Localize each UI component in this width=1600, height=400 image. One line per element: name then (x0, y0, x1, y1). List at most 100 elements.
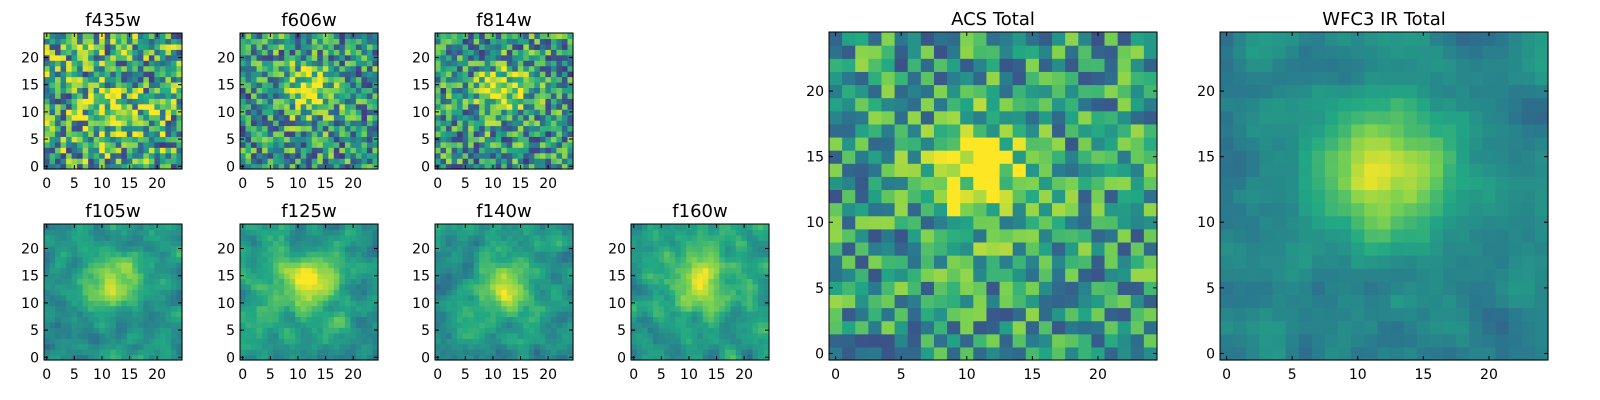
heatmap-cell (154, 136, 161, 143)
heatmap-cell (328, 354, 335, 361)
heatmap-cell (719, 256, 726, 263)
heatmap-cell (763, 321, 770, 328)
heatmap-cell (93, 283, 100, 290)
heatmap-cell (545, 283, 552, 290)
heatmap-cell (176, 332, 183, 339)
heatmap-cell (132, 109, 139, 116)
heatmap-cell (960, 268, 974, 282)
heatmap-cell (333, 240, 340, 247)
heatmap-cell (143, 38, 150, 45)
heatmap-cell (165, 343, 172, 350)
heatmap-cell (545, 311, 552, 318)
heatmap-cell (435, 65, 442, 72)
heatmap-cell (457, 311, 464, 318)
heatmap-cell (60, 125, 67, 132)
heatmap-cell (311, 289, 318, 296)
heatmap-cell (675, 321, 682, 328)
heatmap-cell (350, 332, 357, 339)
heatmap-cell (77, 278, 84, 285)
heatmap-cell (77, 294, 84, 301)
heatmap-cell (143, 321, 150, 328)
heatmap-cell (361, 349, 368, 356)
heatmap-cell (680, 251, 687, 258)
heatmap-cell (556, 43, 563, 50)
heatmap-cell (110, 240, 117, 247)
heatmap-cell (495, 92, 502, 99)
heatmap-cell (251, 98, 258, 105)
heatmap-cell (110, 245, 117, 252)
heatmap-cell (355, 245, 363, 252)
heatmap-cell (960, 150, 974, 164)
heatmap-cell (137, 316, 144, 323)
heatmap-cell (561, 224, 569, 231)
heatmap-cell (60, 316, 67, 323)
heatmap-cell (300, 125, 307, 132)
heatmap-cell (267, 245, 274, 252)
heatmap-cell (306, 245, 313, 252)
heatmap-cell (55, 349, 62, 356)
heatmap-cell (556, 305, 563, 312)
heatmap-cell (484, 283, 491, 290)
heatmap-cell (154, 300, 161, 307)
heatmap-cell (495, 130, 502, 137)
heatmap-cell (350, 327, 357, 334)
heatmap-cell (88, 229, 95, 236)
heatmap-cell (435, 349, 442, 356)
heatmap-cell (256, 316, 263, 323)
heatmap-cell (110, 120, 117, 127)
x-tick-label: 0 (433, 176, 442, 192)
heatmap-cell (267, 125, 274, 132)
heatmap-cell (372, 76, 379, 83)
heatmap-cell (752, 343, 759, 350)
heatmap-cell (132, 76, 139, 83)
heatmap-cell (763, 343, 770, 350)
heatmap-cell (468, 321, 475, 328)
heatmap-cell (99, 316, 106, 323)
heatmap-cell (920, 346, 935, 361)
heatmap-cell (907, 163, 922, 177)
heatmap-cell (132, 229, 139, 236)
heatmap-cell (550, 283, 558, 290)
heatmap-cell (462, 87, 469, 94)
heatmap-cell (273, 81, 280, 88)
heatmap-cell (658, 300, 665, 307)
heatmap-cell (93, 65, 100, 72)
heatmap-cell (44, 321, 51, 328)
heatmap-cell (154, 114, 161, 121)
heatmap-cell (44, 349, 51, 356)
heatmap-cell (741, 240, 748, 247)
heatmap-cell (512, 38, 519, 45)
heatmap-cell (561, 305, 569, 312)
heatmap-cell (126, 103, 133, 110)
heatmap-cell (176, 76, 183, 83)
heatmap-cell (170, 289, 178, 296)
heatmap-cell (300, 349, 307, 356)
heatmap-cell (1104, 346, 1119, 361)
heatmap-cell (339, 289, 346, 296)
heatmap-cell (446, 114, 453, 121)
heatmap-cell (642, 245, 649, 252)
heatmap-cell (534, 327, 541, 334)
heatmap-cell (126, 300, 133, 307)
heatmap-cell (697, 278, 704, 285)
heatmap-cell (1052, 189, 1066, 204)
heatmap-cell (344, 262, 351, 269)
heatmap-cell (556, 245, 563, 252)
heatmap-cell (686, 332, 693, 339)
heatmap-cell (355, 321, 363, 328)
heatmap-cell (60, 294, 67, 301)
heatmap-cell (311, 103, 318, 110)
heatmap-cell (49, 305, 56, 312)
heatmap-cell (550, 87, 558, 94)
heatmap-cell (999, 215, 1014, 230)
heatmap-cell (60, 305, 67, 312)
heatmap-cell (457, 147, 464, 154)
heatmap-cell (66, 92, 73, 99)
heatmap-cell (451, 294, 458, 301)
heatmap-cell (355, 81, 363, 88)
heatmap-cell (708, 343, 715, 350)
heatmap-cell (77, 152, 84, 159)
heatmap-cell (501, 130, 508, 137)
heatmap-cell (93, 256, 100, 263)
heatmap-cell (752, 267, 759, 274)
